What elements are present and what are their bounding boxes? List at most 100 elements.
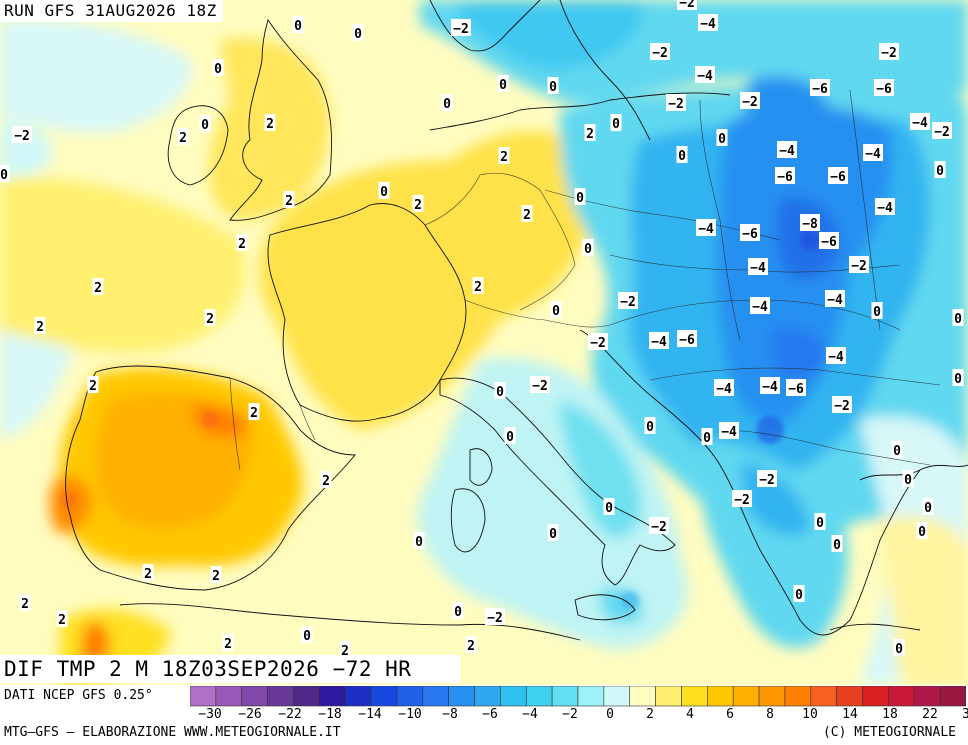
contour-label: 0 bbox=[893, 639, 905, 657]
color-swatch bbox=[913, 686, 941, 707]
contour-label: −4 bbox=[714, 379, 734, 397]
contour-label: 0 bbox=[574, 188, 586, 206]
contour-label: 2 bbox=[465, 636, 477, 654]
contour-label: −2 bbox=[618, 292, 638, 310]
contour-label-text: −2 bbox=[934, 125, 950, 140]
contour-label: 0 bbox=[793, 585, 805, 603]
contour-label: 0 bbox=[891, 441, 903, 459]
color-swatch bbox=[293, 686, 320, 707]
contour-label-text: −2 bbox=[487, 611, 503, 626]
contour-label-text: 0 bbox=[833, 538, 841, 553]
contour-label-text: −4 bbox=[779, 144, 795, 159]
contour-label-text: −2 bbox=[734, 493, 750, 508]
contour-label-text: 0 bbox=[214, 62, 222, 77]
contour-label-text: 2 bbox=[212, 569, 220, 584]
contour-label: 2 bbox=[521, 205, 533, 223]
contour-label-text: 2 bbox=[266, 117, 274, 132]
contour-label: 2 bbox=[142, 564, 154, 582]
contour-label: 0 bbox=[494, 382, 506, 400]
contour-label-text: 0 bbox=[552, 304, 560, 319]
weather-map: 00 −2−2−4−2 −200 0−4−6 −60 −2 −2−2 20 2 02 0−4−22 0… bbox=[0, 0, 968, 685]
color-swatch bbox=[939, 686, 966, 707]
color-swatch bbox=[448, 686, 475, 707]
contour-label-text: 0 bbox=[612, 117, 620, 132]
contour-label-text: 0 bbox=[499, 78, 507, 93]
contour-label: −2 bbox=[650, 43, 670, 61]
contour-label: −4 bbox=[825, 290, 845, 308]
contour-label-text: 2 bbox=[179, 131, 187, 146]
contour-label-text: −2 bbox=[679, 0, 695, 11]
contour-label-text: −4 bbox=[651, 335, 667, 350]
contour-label: 2 bbox=[34, 317, 46, 335]
contour-label-text: 0 bbox=[201, 118, 209, 133]
contour-labels: 00 −2−2−4−2 −200 0−4−6 −60 −2 −2−2 20 2 02 0−4−22 0… bbox=[0, 0, 964, 659]
contour-label: −4 bbox=[863, 144, 883, 162]
contour-label-text: 2 bbox=[500, 150, 508, 165]
color-swatch bbox=[319, 686, 346, 707]
contour-label-text: 2 bbox=[21, 597, 29, 612]
contour-label: 0 bbox=[902, 470, 914, 488]
color-swatch bbox=[784, 686, 812, 707]
contour-label-text: 0 bbox=[294, 19, 302, 34]
color-swatch bbox=[474, 686, 501, 707]
contour-label-text: 0 bbox=[576, 191, 584, 206]
contour-label: 0 bbox=[582, 239, 594, 257]
contour-label: −6 bbox=[819, 232, 839, 250]
contour-label-text: 0 bbox=[893, 444, 901, 459]
contour-label-text: 0 bbox=[895, 642, 903, 657]
contour-label: 0 bbox=[676, 146, 688, 164]
contour-label: 0 bbox=[952, 309, 964, 327]
map-title: DIF TMP 2 M 18Z03SEP2026 −72 HR bbox=[0, 655, 460, 683]
contour-label-text: −2 bbox=[759, 473, 775, 488]
contour-label-text: 0 bbox=[954, 312, 962, 327]
contour-label-text: −4 bbox=[762, 380, 778, 395]
color-swatch bbox=[888, 686, 915, 707]
contour-label-text: 0 bbox=[354, 27, 362, 42]
contour-label: 2 bbox=[412, 195, 424, 213]
contour-label: 2 bbox=[19, 594, 31, 612]
contour-label: 2 bbox=[320, 471, 332, 489]
color-scale-tick: −18 bbox=[318, 707, 342, 722]
contour-label-text: 2 bbox=[341, 644, 349, 659]
contour-label-text: −6 bbox=[821, 235, 837, 250]
contour-label: −4 bbox=[696, 219, 716, 237]
color-swatch bbox=[267, 686, 294, 707]
color-swatch bbox=[370, 686, 398, 707]
contour-label: 2 bbox=[204, 309, 216, 327]
contour-label: −6 bbox=[810, 79, 830, 97]
color-swatch bbox=[681, 686, 708, 707]
contour-label-text: −6 bbox=[788, 382, 804, 397]
contour-label: −2 bbox=[451, 19, 471, 37]
contour-label: 0 bbox=[701, 428, 713, 446]
contour-label: −2 bbox=[832, 396, 852, 414]
color-scale-tick: 14 bbox=[842, 707, 858, 722]
color-scale-tick: −10 bbox=[398, 707, 422, 722]
contour-label: 2 bbox=[264, 114, 276, 132]
contour-label-text: −2 bbox=[453, 22, 469, 37]
contour-label-text: −2 bbox=[14, 129, 30, 144]
contour-label: 2 bbox=[177, 128, 189, 146]
color-scale-tick: −6 bbox=[482, 707, 498, 722]
contour-label: 2 bbox=[472, 277, 484, 295]
contour-label: −6 bbox=[786, 379, 806, 397]
contour-label: −4 bbox=[750, 297, 770, 315]
contour-label-text: 0 bbox=[918, 525, 926, 540]
contour-label-text: −2 bbox=[881, 46, 897, 61]
contour-label: −4 bbox=[910, 113, 930, 131]
contour-label-text: −4 bbox=[828, 350, 844, 365]
contour-label: 0 bbox=[301, 626, 313, 644]
contour-label: −6 bbox=[828, 167, 848, 185]
contour-label: 0 bbox=[0, 165, 10, 183]
contour-label: −4 bbox=[875, 198, 895, 216]
contour-label-text: 0 bbox=[506, 430, 514, 445]
contour-label: 2 bbox=[210, 566, 222, 584]
color-scale-tick: 6 bbox=[726, 707, 734, 722]
contour-label: 2 bbox=[283, 191, 295, 209]
contour-label-text: −6 bbox=[679, 333, 695, 348]
color-swatch bbox=[836, 686, 863, 707]
contour-label: −2 bbox=[666, 94, 686, 112]
contour-label: 0 bbox=[550, 301, 562, 319]
contour-label-text: 0 bbox=[954, 372, 962, 387]
contour-label: 0 bbox=[452, 602, 464, 620]
contour-label-text: 0 bbox=[496, 385, 504, 400]
